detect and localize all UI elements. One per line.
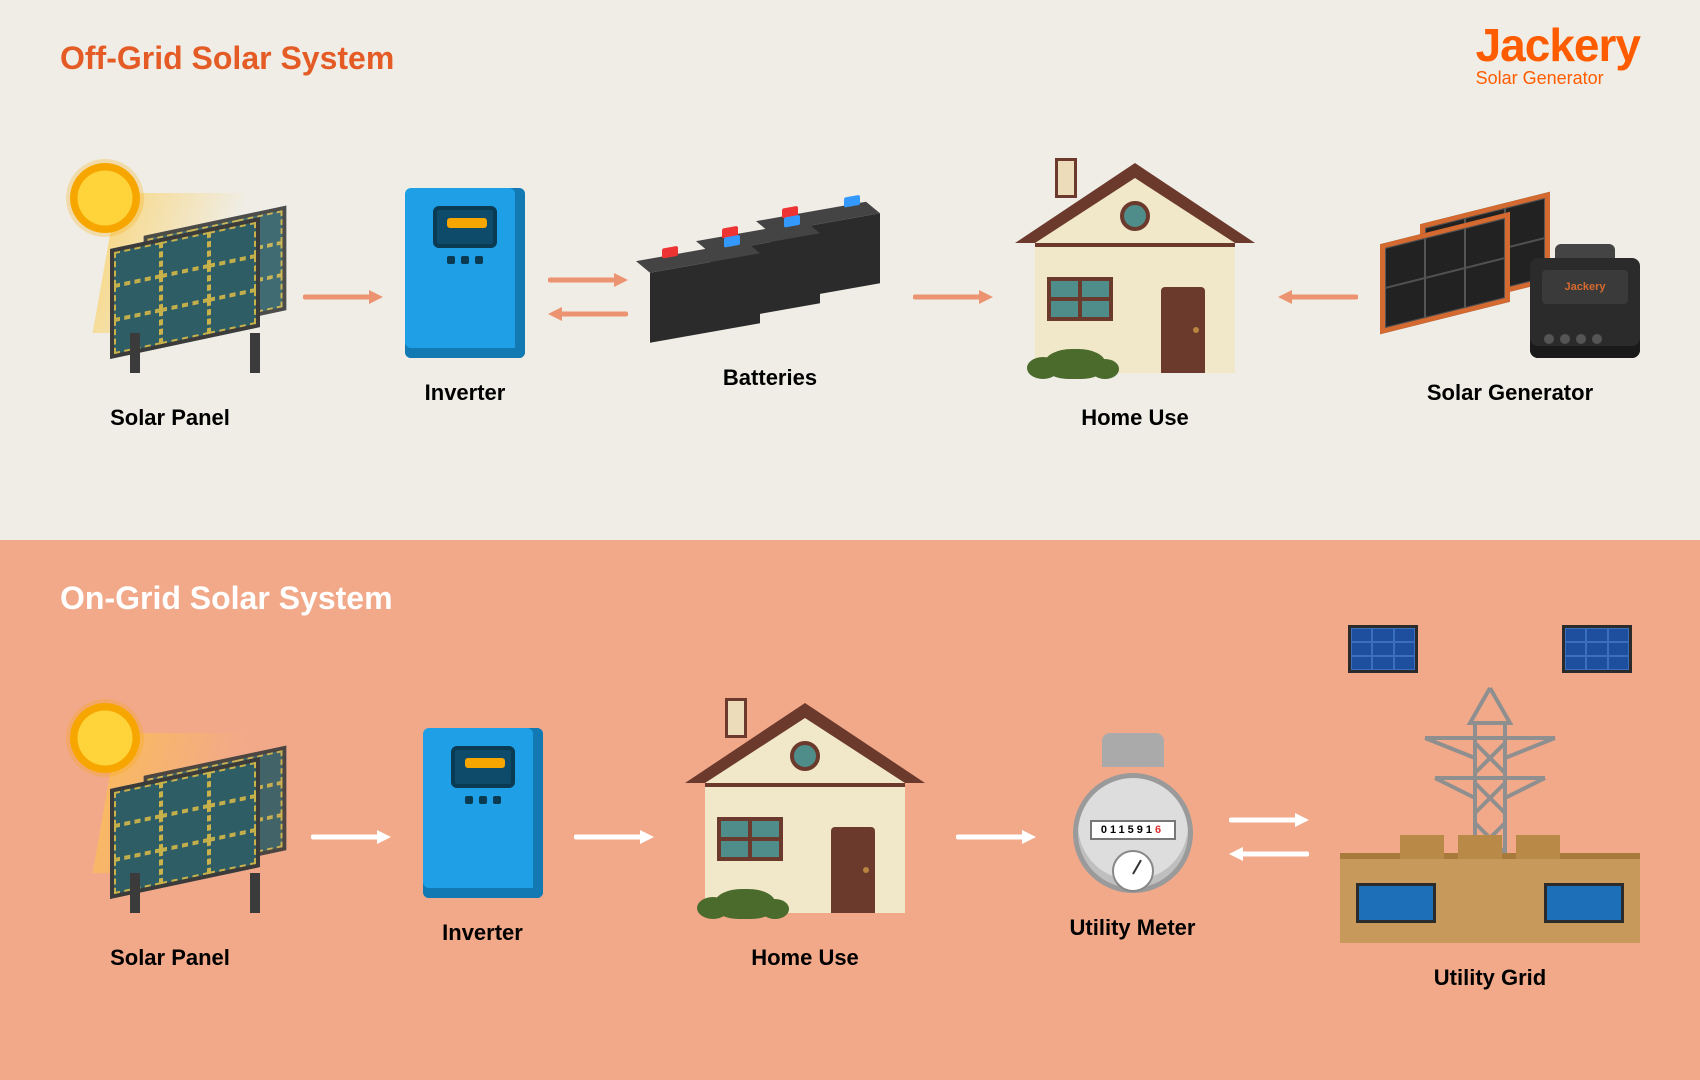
solar-panel-label-2: Solar Panel bbox=[110, 945, 230, 971]
arrow-left-icon bbox=[1278, 287, 1358, 307]
solar-generator-label: Solar Generator bbox=[1427, 380, 1593, 406]
inverter-label: Inverter bbox=[425, 380, 506, 406]
arrow-right-icon bbox=[303, 287, 383, 307]
arrow-right-icon bbox=[913, 287, 993, 307]
arrow-left-icon bbox=[548, 304, 628, 324]
off-grid-title: Off-Grid Solar System bbox=[60, 40, 1640, 77]
inverter-icon bbox=[405, 188, 525, 358]
brand-subtitle: Solar Generator bbox=[1476, 68, 1640, 89]
utility-meter-icon: 0115916 bbox=[1068, 733, 1198, 893]
arrow-solar-inverter-2 bbox=[311, 827, 391, 847]
node-utility-grid: Utility Grid bbox=[1340, 683, 1640, 991]
arrow-house-meter bbox=[956, 827, 1036, 847]
on-grid-title: On-Grid Solar System bbox=[60, 580, 1640, 617]
node-inverter-2: Inverter bbox=[423, 728, 543, 946]
solar-panel-icon bbox=[60, 163, 280, 383]
on-grid-panel: On-Grid Solar System Solar Panel Inverte… bbox=[0, 540, 1700, 1080]
home-use-label: Home Use bbox=[1081, 405, 1189, 431]
arrow-inverter-house bbox=[574, 827, 654, 847]
arrow-generator-house bbox=[1278, 287, 1358, 307]
arrow-right-icon bbox=[311, 827, 391, 847]
utility-grid-label: Utility Grid bbox=[1434, 965, 1546, 991]
off-grid-flow: Solar Panel Inverter Batteries bbox=[60, 107, 1640, 487]
batteries-label: Batteries bbox=[723, 365, 817, 391]
generator-brand: Jackery bbox=[1542, 270, 1628, 304]
house-icon bbox=[685, 703, 925, 923]
solar-panel-label: Solar Panel bbox=[110, 405, 230, 431]
batteries-icon bbox=[650, 203, 890, 343]
utility-meter-label: Utility Meter bbox=[1070, 915, 1196, 941]
solar-generator-icon: Jackery bbox=[1380, 188, 1640, 358]
inverter-icon bbox=[423, 728, 543, 898]
arrow-right-icon bbox=[956, 827, 1036, 847]
home-use-label-2: Home Use bbox=[751, 945, 859, 971]
utility-grid-icon bbox=[1340, 683, 1640, 943]
arrow-right-icon bbox=[1229, 810, 1309, 830]
inverter-label-2: Inverter bbox=[442, 920, 523, 946]
arrow-right-icon bbox=[548, 270, 628, 290]
node-solar-panel-2: Solar Panel bbox=[60, 703, 280, 971]
arrow-batteries-house bbox=[913, 287, 993, 307]
brand-block: Jackery Solar Generator bbox=[1476, 25, 1640, 89]
meter-reading: 0115916 bbox=[1090, 820, 1176, 840]
node-home-use: Home Use bbox=[1015, 163, 1255, 431]
house-icon bbox=[1015, 163, 1255, 383]
on-grid-flow: Solar Panel Inverter Home Use bbox=[60, 647, 1640, 1027]
node-batteries: Batteries bbox=[650, 203, 890, 391]
off-grid-panel: Jackery Solar Generator Off-Grid Solar S… bbox=[0, 0, 1700, 540]
solar-panel-icon bbox=[60, 703, 280, 923]
arrow-left-icon bbox=[1229, 844, 1309, 864]
arrow-inverter-batteries bbox=[548, 270, 628, 324]
node-inverter: Inverter bbox=[405, 188, 525, 406]
arrow-solar-inverter bbox=[303, 287, 383, 307]
brand-name: Jackery bbox=[1476, 25, 1640, 66]
node-solar-panel: Solar Panel bbox=[60, 163, 280, 431]
node-utility-meter: 0115916 Utility Meter bbox=[1068, 733, 1198, 941]
arrow-right-icon bbox=[574, 827, 654, 847]
node-home-use-2: Home Use bbox=[685, 703, 925, 971]
arrow-meter-grid bbox=[1229, 810, 1309, 864]
node-solar-generator: Jackery Solar Generator bbox=[1380, 188, 1640, 406]
